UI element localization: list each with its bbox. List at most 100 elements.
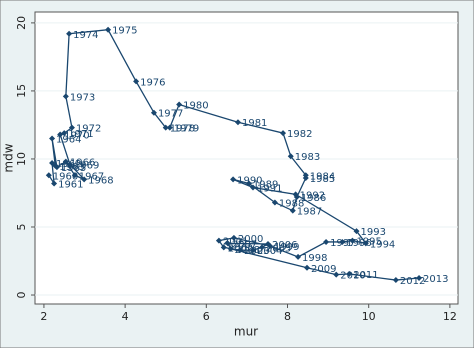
point-label: 1960	[53, 171, 78, 182]
point	[230, 176, 237, 183]
point	[220, 244, 227, 251]
point	[81, 176, 88, 183]
point-label: 1986	[301, 193, 326, 204]
point	[61, 130, 68, 137]
point	[49, 135, 56, 142]
point	[346, 270, 353, 277]
point-label: 1998	[302, 253, 327, 264]
point-label: 2011	[353, 270, 378, 281]
point-label: 1973	[70, 92, 95, 103]
point	[176, 101, 183, 108]
point	[295, 253, 302, 260]
y-tick-label: 10	[15, 152, 28, 166]
point	[289, 207, 296, 214]
x-tick-label: 2	[40, 310, 47, 323]
point	[105, 26, 112, 33]
point-label: 2003	[244, 246, 269, 257]
point-label: 1981	[242, 118, 267, 129]
point	[62, 93, 69, 100]
y-tick-label: 20	[15, 16, 28, 30]
point-label: 2001	[223, 237, 248, 248]
point	[249, 184, 256, 191]
x-tick-label: 10	[362, 310, 376, 323]
point-label: 1977	[158, 109, 183, 120]
point	[53, 164, 60, 171]
point-label: 1990	[237, 175, 262, 186]
y-tick-label: 15	[15, 84, 28, 98]
point-label: 1996	[346, 238, 371, 249]
point-label: 1980	[183, 101, 208, 112]
point-label: 1995	[356, 237, 381, 248]
point	[45, 172, 52, 179]
point-label: 2012	[400, 276, 425, 287]
point-label: 2006	[272, 240, 297, 251]
point-label: 1994	[370, 239, 395, 250]
point-label: 1982	[287, 129, 312, 140]
point-label: 2013	[423, 274, 448, 285]
point-label: 1963	[59, 162, 84, 173]
point	[68, 124, 75, 131]
point	[265, 240, 272, 247]
point-label: 2007	[232, 239, 257, 250]
point	[249, 247, 256, 254]
point-label: 1988	[279, 198, 304, 209]
point-label: 1975	[112, 26, 137, 37]
point	[302, 175, 309, 182]
point-label: 2010	[340, 271, 365, 282]
point-label: 1991	[257, 184, 282, 195]
y-tick-label: 0	[15, 292, 28, 299]
point	[66, 161, 73, 168]
point-label: 1970	[64, 130, 89, 141]
point	[245, 180, 252, 187]
point-label: 1969	[74, 160, 99, 171]
point-label: 2008	[235, 245, 260, 256]
x-axis-title: mur	[234, 325, 258, 339]
point	[353, 228, 360, 235]
point	[258, 244, 265, 251]
x-tick-label: 8	[284, 310, 291, 323]
point-label: 2005	[266, 243, 291, 254]
point-label: 2009	[311, 264, 336, 275]
point	[349, 237, 356, 244]
point-label: 1961	[58, 179, 83, 190]
point-label: 1967	[79, 171, 104, 182]
point-label: 1993	[361, 227, 386, 238]
y-axis-title: mdw	[2, 143, 16, 172]
point-label: 1992	[300, 190, 325, 201]
point	[323, 238, 330, 245]
point	[339, 238, 346, 245]
point	[71, 172, 78, 179]
x-tick-label: 6	[203, 310, 210, 323]
point-label: 1984	[310, 171, 335, 182]
point	[271, 199, 278, 206]
plot-area	[34, 11, 459, 305]
point-label: 1972	[76, 124, 101, 135]
point	[230, 234, 237, 241]
point	[280, 130, 287, 137]
point-label: 1968	[88, 175, 113, 186]
x-tick-label: 12	[443, 310, 457, 323]
point	[416, 275, 423, 282]
point	[150, 109, 157, 116]
point-label: 1976	[140, 77, 165, 88]
point	[362, 240, 369, 247]
point-label: 1964	[56, 135, 81, 146]
point	[303, 264, 310, 271]
point	[237, 247, 244, 254]
point-label: 1983	[295, 152, 320, 163]
point	[51, 180, 58, 187]
x-tick-label: 4	[122, 310, 129, 323]
point	[162, 124, 169, 131]
point	[287, 153, 294, 160]
point-label: 1966	[70, 158, 95, 169]
point	[227, 245, 234, 252]
point-label: 1965	[61, 163, 86, 174]
point-label: 1987	[297, 207, 322, 218]
point	[224, 240, 231, 247]
point	[234, 119, 241, 126]
y-tick-label: 5	[15, 223, 28, 230]
point-label: 2000	[238, 234, 263, 245]
point-label: 1985	[310, 174, 335, 185]
